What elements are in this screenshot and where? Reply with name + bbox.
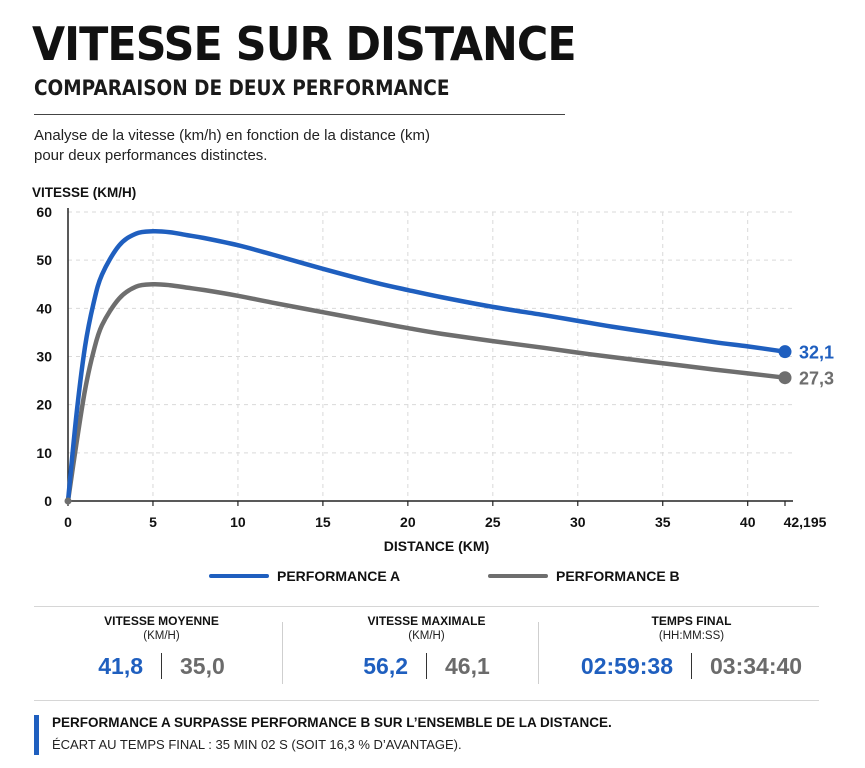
y-tick-label: 30 xyxy=(36,349,52,365)
stat-value-a: 56,2 xyxy=(363,653,408,679)
conclusion-sub-text: ÉCART AU TEMPS FINAL : 35 MIN 02 S (SOIT… xyxy=(52,737,462,752)
stat-divider xyxy=(538,622,539,684)
series-end-label-a: 32,1 xyxy=(799,343,834,363)
stat-separator xyxy=(691,653,692,679)
stat-value-a: 02:59:38 xyxy=(580,653,673,679)
description-line-1: Analyse de la vitesse (km/h) en fonction… xyxy=(34,127,431,144)
chart-labels: VITESSE (KM/H) DISTANCE (KM) xyxy=(32,185,489,554)
chart-description: Analyse de la vitesse (km/h) en fonction… xyxy=(34,126,554,166)
x-tick-label: 40 xyxy=(740,514,756,530)
legend-item-performance-b: PERFORMANCE B xyxy=(488,568,680,584)
stat-value-b: 46,1 xyxy=(445,653,490,679)
y-tick-label: 50 xyxy=(36,252,52,268)
series-end-label-b: 27,3 xyxy=(799,369,834,389)
chart-legend: PERFORMANCE A PERFORMANCE B xyxy=(0,568,865,592)
y-tick-label: 60 xyxy=(36,204,52,220)
conclusion-box: PERFORMANCE A SURPASSE PERFORMANCE B SUR… xyxy=(34,713,824,755)
stat-average-speed: VITESSE MOYENNE (KM/H) 41,8 35,0 xyxy=(34,614,289,680)
stats-panel: VITESSE MOYENNE (KM/H) 41,8 35,0 VITESSE… xyxy=(34,614,819,694)
series-end-point-a xyxy=(778,345,792,359)
stat-divider xyxy=(282,622,283,684)
origin-point xyxy=(64,497,72,505)
chart-axes xyxy=(67,208,793,502)
x-tick-label: 25 xyxy=(485,514,501,530)
chart-series: 27,3 32,1 xyxy=(64,228,834,505)
conclusion-accent-bar xyxy=(34,715,39,755)
legend-item-performance-a: PERFORMANCE A xyxy=(209,568,400,584)
stats-top-divider xyxy=(34,606,819,607)
legend-swatch-a xyxy=(209,574,269,578)
stat-separator xyxy=(161,653,162,679)
y-axis-label: VITESSE (KM/H) xyxy=(32,185,136,200)
stat-values: 41,8 35,0 xyxy=(34,652,289,680)
x-tick-label: 10 xyxy=(230,514,246,530)
x-tick-label: 15 xyxy=(315,514,331,530)
legend-label-b: PERFORMANCE B xyxy=(556,568,680,584)
conclusion-main-text: PERFORMANCE A SURPASSE PERFORMANCE B SUR… xyxy=(52,715,612,730)
legend-swatch-b xyxy=(488,574,548,578)
chart-grid xyxy=(68,211,793,501)
title-divider xyxy=(34,114,565,115)
legend-label-a: PERFORMANCE A xyxy=(277,568,401,584)
description-line-2: pour deux performances distinctes. xyxy=(34,147,268,164)
x-tick-label: 30 xyxy=(570,514,586,530)
stat-unit: (HH:MM:SS) xyxy=(658,630,725,642)
x-tick-label: 20 xyxy=(400,514,416,530)
x-tick-label: 35 xyxy=(655,514,671,530)
stat-separator xyxy=(426,653,427,679)
stat-max-speed: VITESSE MAXIMALE (KM/H) 56,2 46,1 xyxy=(299,614,554,680)
y-tick-label: 10 xyxy=(36,445,52,461)
y-tick-label: 40 xyxy=(36,300,52,316)
stat-unit: (KM/H) xyxy=(143,630,180,642)
series-line-b xyxy=(65,281,788,504)
stat-values: 56,2 46,1 xyxy=(299,652,554,680)
stat-value-b: 03:34:40 xyxy=(710,653,803,679)
stat-value-a: 41,8 xyxy=(98,653,143,679)
stats-bottom-divider xyxy=(34,700,819,701)
chart-ticks: 0 10 20 30 40 50 60 0 5 10 15 20 25 30 35 40 42,195 xyxy=(36,204,826,530)
x-axis-label: DISTANCE (KM) xyxy=(384,538,490,554)
line-chart: 0 10 20 30 40 50 60 0 5 10 15 20 25 30 35 40 42,195 27,3… xyxy=(32,185,834,554)
y-tick-label: 20 xyxy=(36,397,52,413)
series-end-point-b xyxy=(778,371,792,385)
stat-title: TEMPS FINAL xyxy=(651,614,732,628)
x-tick-label: 0 xyxy=(64,514,72,530)
chart-subtitle: COMPARAISON DE DEUX PERFORMANCE xyxy=(34,76,450,100)
stat-value-b: 35,0 xyxy=(180,653,225,679)
stat-values: 02:59:38 03:34:40 xyxy=(564,652,819,680)
series-line-a xyxy=(65,228,788,504)
x-tick-label: 5 xyxy=(149,514,157,530)
x-tick-label-end: 42,195 xyxy=(784,514,827,530)
stat-title: VITESSE MOYENNE xyxy=(104,614,219,628)
chart-title: VITESSE SUR DISTANCE xyxy=(32,17,577,71)
stat-final-time: TEMPS FINAL (HH:MM:SS) 02:59:38 03:34:40 xyxy=(564,614,819,680)
stat-title: VITESSE MAXIMALE xyxy=(367,614,486,628)
y-tick-label: 0 xyxy=(44,493,52,509)
stat-unit: (KM/H) xyxy=(408,630,445,642)
